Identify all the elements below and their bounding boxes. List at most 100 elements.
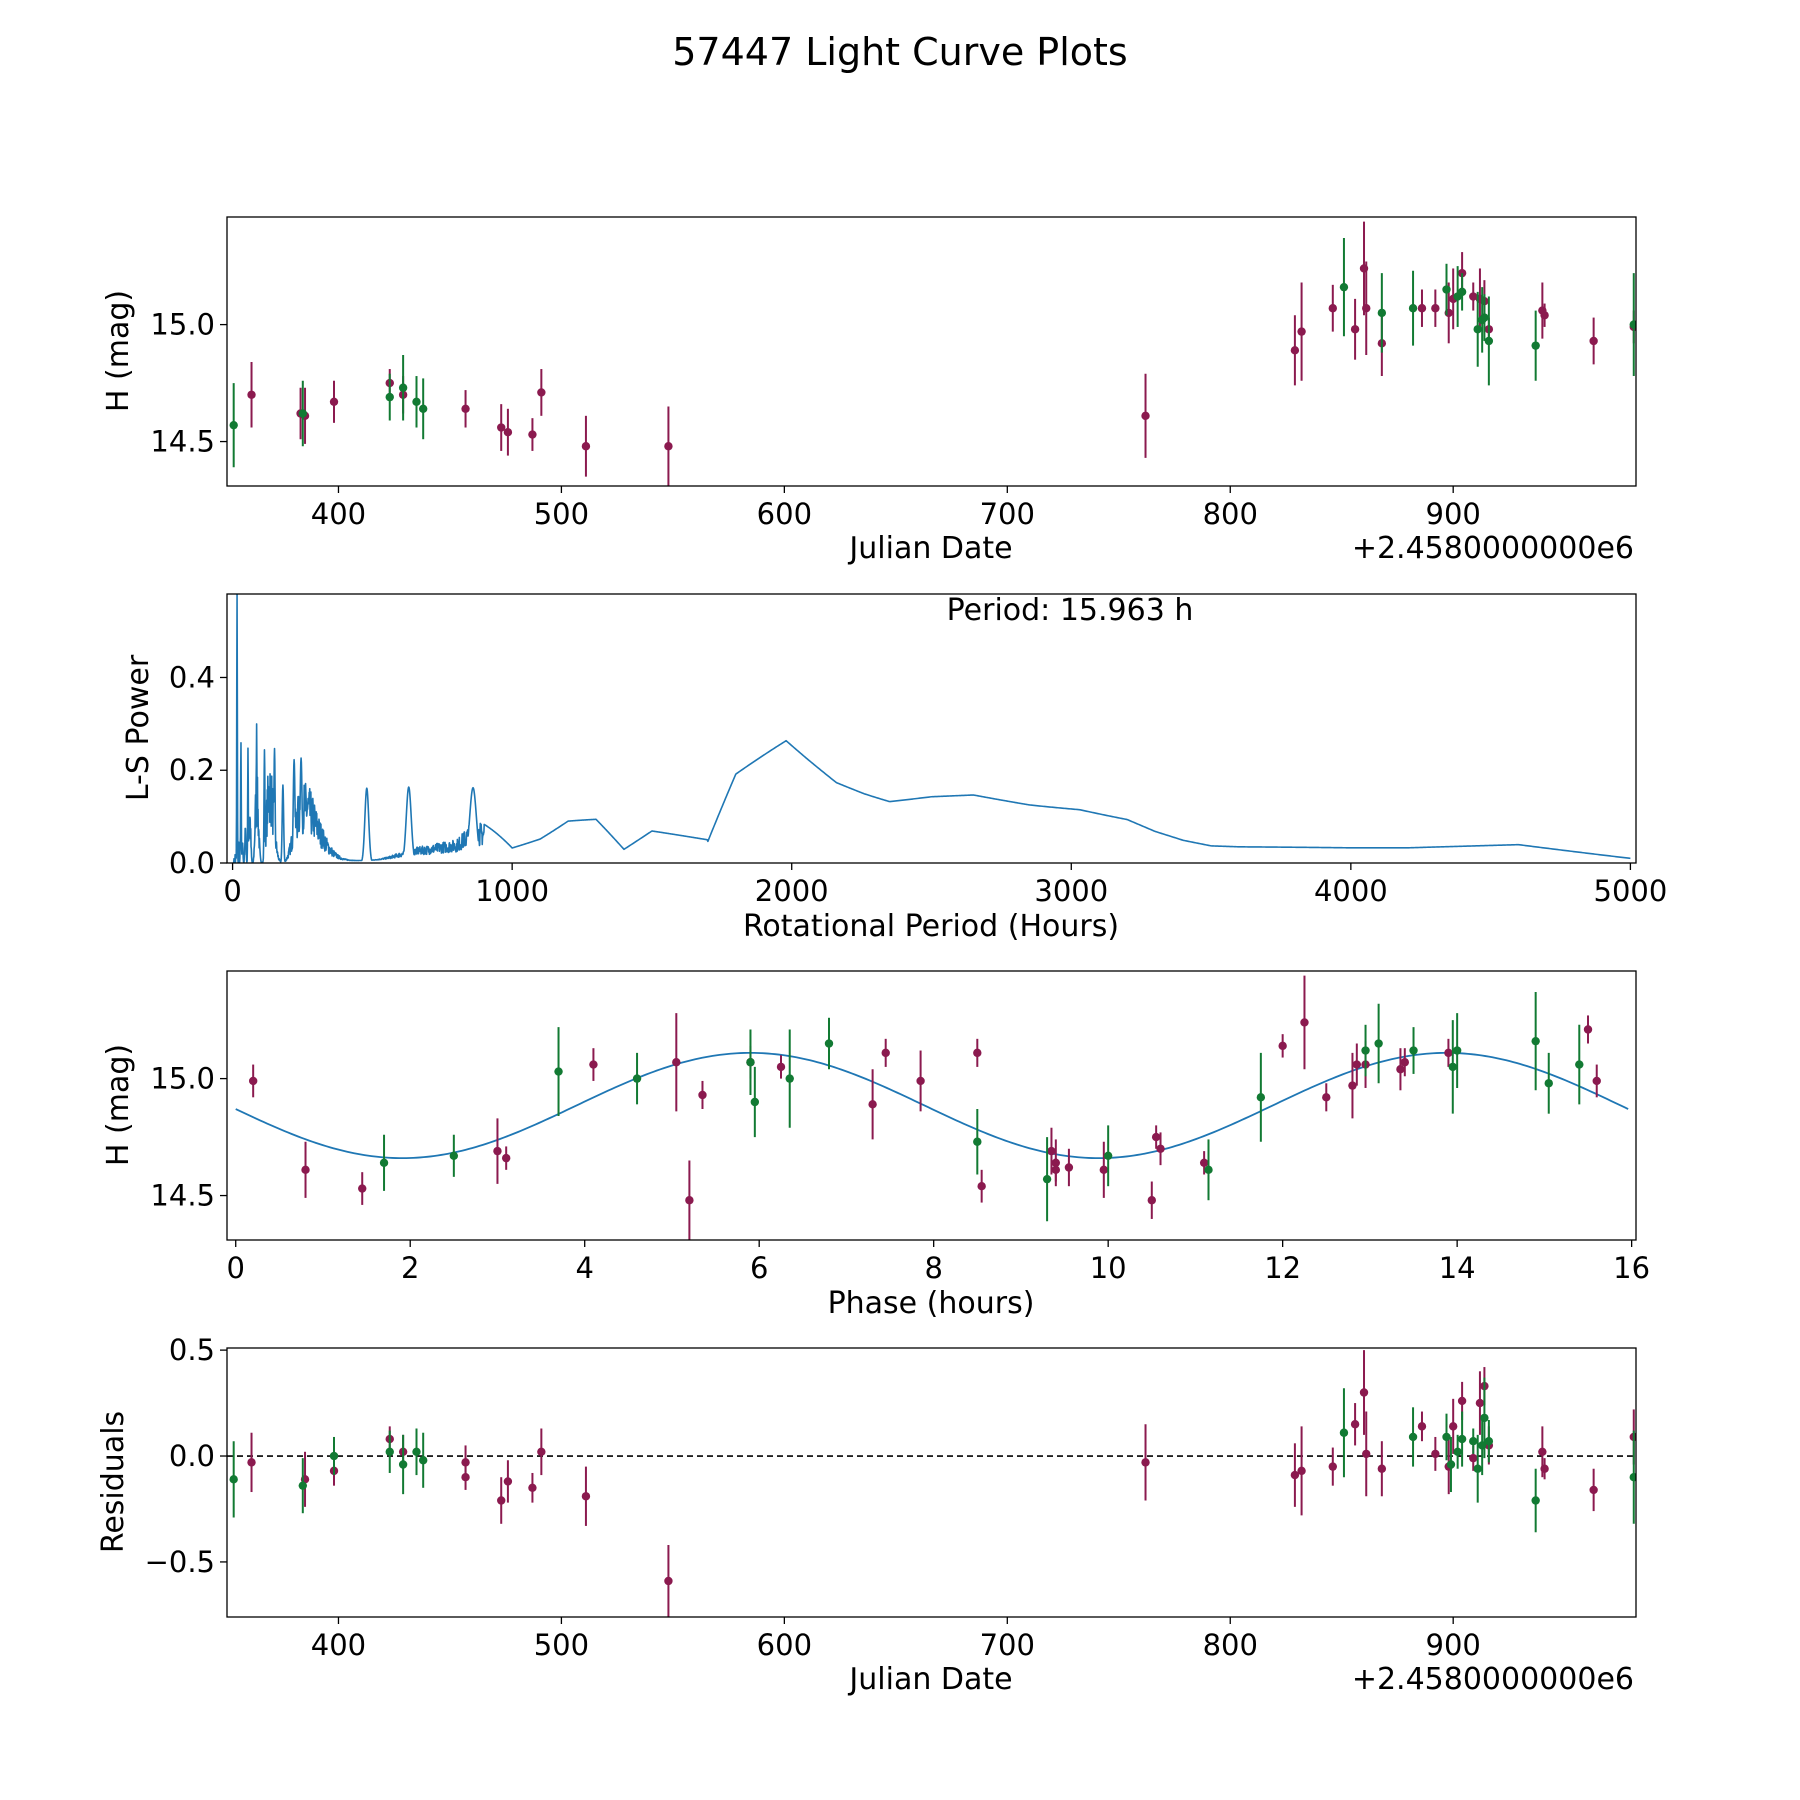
x-tick-label: 10 — [1090, 1251, 1127, 1285]
x-tick-label: 600 — [757, 497, 812, 531]
maroon-data-point — [503, 1477, 513, 1486]
phased-xlabel: Phase (hours) — [828, 1286, 1035, 1321]
data-layer — [232, 594, 1631, 863]
maroon-data-point — [868, 1100, 877, 1109]
maroon-data-point — [1362, 1449, 1371, 1459]
green-data-point — [449, 1151, 459, 1160]
x-tick-label: 3000 — [1034, 874, 1108, 908]
maroon-data-point — [581, 1492, 591, 1501]
x-tick-label: 2 — [401, 1251, 419, 1285]
maroon-data-point — [1538, 1447, 1547, 1456]
green-data-point — [1339, 282, 1349, 292]
green-data-point — [1544, 1079, 1553, 1088]
maroon-data-point — [461, 1458, 470, 1467]
green-data-point — [418, 404, 428, 414]
data-layer — [235, 975, 1629, 1240]
x-tick-label: 700 — [980, 497, 1035, 531]
maroon-data-point — [1457, 268, 1467, 278]
lightcurve-ylabel: H (mag) — [101, 290, 136, 412]
maroon-data-point — [1290, 1470, 1300, 1480]
maroon-data-point — [973, 1048, 982, 1058]
maroon-data-point — [1400, 1058, 1410, 1067]
maroon-data-point — [1589, 336, 1598, 346]
green-data-point — [298, 409, 308, 418]
green-data-point — [750, 1097, 760, 1107]
periodogram-axes-frame — [226, 593, 1637, 864]
green-data-point — [1103, 1151, 1113, 1160]
x-tick-label: 600 — [757, 1628, 812, 1662]
green-data-point — [746, 1058, 755, 1067]
maroon-data-point — [1469, 292, 1478, 301]
maroon-data-point — [1592, 1076, 1601, 1086]
maroon-data-point — [1297, 327, 1306, 336]
periodogram-line — [232, 594, 1631, 863]
maroon-data-point — [247, 390, 256, 399]
green-data-point — [385, 392, 394, 402]
maroon-data-point — [301, 1165, 310, 1175]
green-data-point — [1457, 287, 1467, 297]
maroon-data-point — [1540, 311, 1549, 320]
maroon-data-point — [1278, 1041, 1287, 1051]
phased-ylabel: H (mag) — [101, 1044, 136, 1166]
maroon-data-point — [685, 1196, 694, 1205]
maroon-data-point — [461, 404, 470, 414]
y-tick-label: 0.5 — [169, 1333, 215, 1367]
maroon-data-point — [503, 428, 513, 437]
maroon-data-point — [672, 1058, 681, 1067]
y-tick-label: 0.0 — [169, 846, 215, 880]
maroon-data-point — [528, 430, 537, 439]
x-tick-label: 900 — [1426, 497, 1481, 531]
maroon-data-point — [776, 1062, 786, 1072]
y-tick-label: −0.5 — [145, 1545, 215, 1579]
maroon-data-point — [881, 1048, 890, 1058]
x-tick-label: 6 — [750, 1251, 768, 1285]
green-data-point — [418, 1456, 428, 1465]
green-data-point — [1442, 285, 1451, 294]
y-tick-label: 0.2 — [169, 753, 215, 787]
maroon-data-point — [1297, 1466, 1306, 1476]
green-data-point — [379, 1158, 389, 1168]
maroon-data-point — [537, 388, 546, 397]
maroon-data-point — [664, 442, 673, 451]
maroon-data-point — [1199, 1158, 1209, 1168]
green-data-point — [1473, 1464, 1482, 1473]
green-data-point — [1442, 1432, 1451, 1442]
x-tick-label: 12 — [1264, 1251, 1301, 1285]
green-data-point — [1531, 341, 1540, 350]
maroon-data-point — [977, 1182, 986, 1191]
residuals-ylabel: Residuals — [96, 1411, 131, 1553]
green-data-point — [1453, 1447, 1462, 1456]
maroon-data-point — [1141, 1458, 1150, 1467]
maroon-data-point — [1147, 1196, 1156, 1205]
maroon-data-point — [1328, 1462, 1337, 1471]
x-tick-label: 8 — [924, 1251, 942, 1285]
residuals-panel: 400 500 600 700 800 900 −0.5 0.0 0.5 Julian Date… — [96, 1333, 1637, 1697]
maroon-data-point — [589, 1060, 598, 1069]
maroon-data-point — [1431, 304, 1440, 313]
maroon-data-point — [501, 1153, 511, 1163]
green-data-point — [412, 1447, 421, 1456]
green-data-point — [1408, 304, 1418, 313]
periodogram-annotation: Period: 15.963 h — [947, 593, 1194, 628]
maroon-data-point — [1151, 1132, 1161, 1142]
maroon-data-point — [1322, 1093, 1331, 1102]
x-tick-label: 500 — [534, 497, 589, 531]
green-data-point — [1457, 1434, 1467, 1444]
maroon-data-point — [1396, 1065, 1405, 1074]
green-data-point — [1448, 1062, 1457, 1072]
residuals-axes-frame — [226, 1347, 1637, 1618]
green-data-point — [1484, 336, 1494, 346]
green-data-point — [1629, 320, 1636, 329]
maroon-data-point — [1475, 1398, 1485, 1408]
green-data-point — [1531, 1496, 1540, 1505]
maroon-data-point — [247, 1458, 256, 1467]
green-data-point — [1473, 325, 1482, 334]
lightcurve-panel: 400 500 600 700 800 900 14.5 15.0 Julian Date H… — [101, 216, 1637, 566]
y-tick-label: 0.4 — [169, 660, 215, 694]
x-tick-label: 5000 — [1594, 874, 1668, 908]
maroon-data-point — [1047, 1146, 1056, 1156]
green-data-point — [1204, 1165, 1213, 1175]
periodogram-ylabel: L-S Power — [121, 654, 156, 801]
y-tick-label: 14.5 — [150, 1179, 215, 1213]
